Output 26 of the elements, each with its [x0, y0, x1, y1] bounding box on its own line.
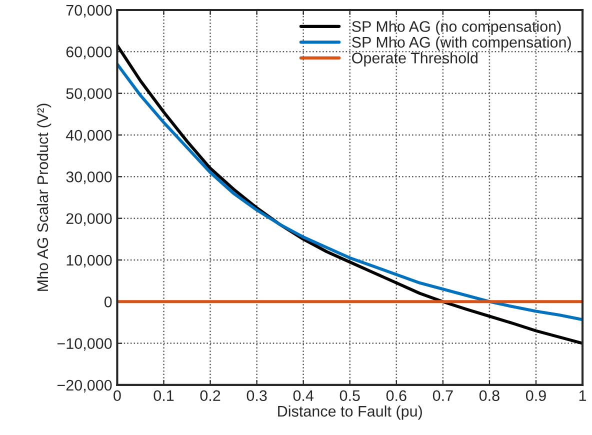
legend-label: Operate Threshold [352, 52, 478, 66]
y-tick-label: 60,000 [66, 46, 112, 60]
x-tick-label: 0 [114, 390, 121, 402]
x-tick-label: 0.8 [479, 390, 500, 402]
legend-label: SP Mho AG (with compensation) [352, 36, 571, 51]
y-tick-label: 70,000 [66, 4, 112, 18]
legend-label: SP Mho AG (no compensation) [352, 20, 561, 35]
y-tick-label: 20,000 [66, 213, 112, 226]
y-tick-label: −10,000 [57, 338, 112, 351]
x-axis-title: Distance to Fault (pu) [278, 405, 422, 420]
x-tick-label: 0.5 [340, 390, 360, 402]
x-tick-label: 0.7 [432, 390, 453, 402]
x-tick-label: 0.3 [246, 390, 267, 402]
y-tick-label: 0 [104, 296, 112, 308]
x-tick-label: 1 [579, 390, 586, 401]
x-tick-label: 0.1 [154, 390, 174, 402]
y-tick-label: −20,000 [57, 380, 112, 392]
x-tick-label: 0.2 [200, 390, 220, 402]
y-tick-label: 40,000 [66, 130, 112, 142]
y-tick-label: 30,000 [66, 172, 112, 184]
x-tick-label: 0.4 [293, 390, 314, 402]
y-tick-label: 50,000 [66, 88, 112, 101]
y-axis-title: Mho AG Scalar Product (V²) [36, 104, 52, 291]
y-tick-label: 10,000 [66, 254, 112, 268]
x-tick-label: 0.6 [386, 390, 406, 402]
x-tick-label: 0.9 [526, 390, 546, 402]
